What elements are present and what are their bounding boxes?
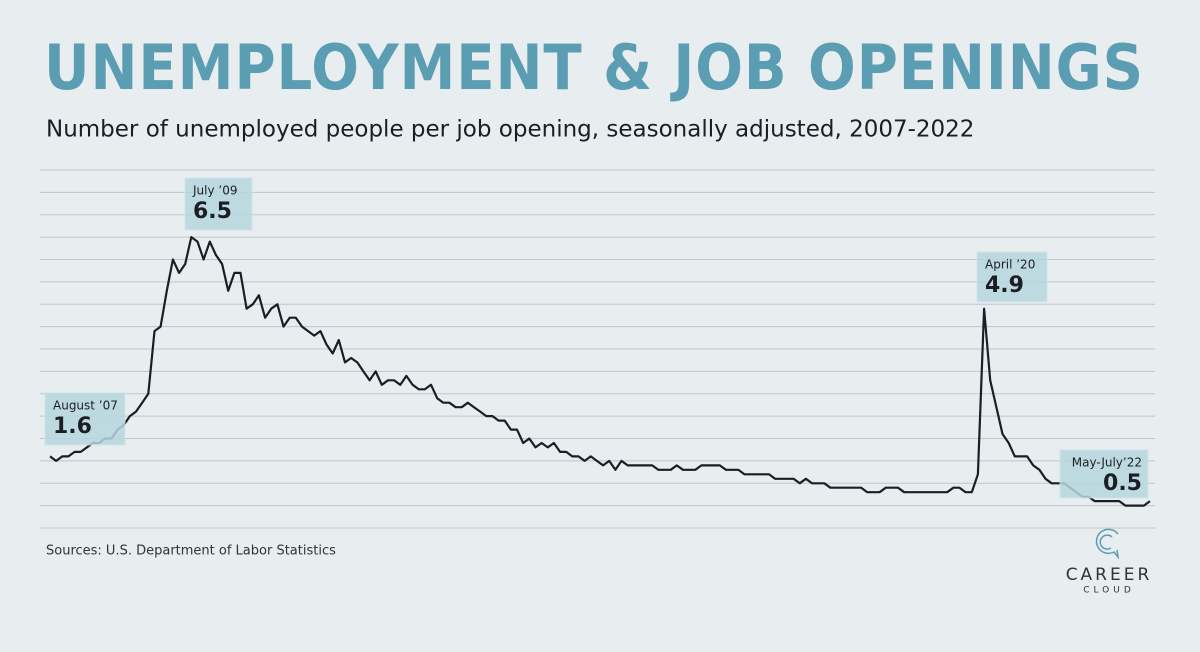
annotation-value: 1.6 <box>53 414 92 439</box>
logo-icon <box>1095 528 1120 560</box>
annotation-value: 6.5 <box>193 199 232 224</box>
annotation: July ’096.5 <box>184 177 253 231</box>
annotation-label: May-July’22 <box>1072 456 1142 470</box>
logo: CAREER CLOUD <box>1066 528 1153 596</box>
annotation-label: August ’07 <box>53 399 118 413</box>
annotation-box <box>1059 449 1149 499</box>
annotation: April ’204.9 <box>976 251 1048 303</box>
annotation: August ’071.6 <box>44 392 126 446</box>
annotation-box <box>184 177 253 231</box>
logo-name: CAREER <box>1066 565 1153 585</box>
chart-subtitle: Number of unemployed people per job open… <box>46 117 974 143</box>
chart-title: UNEMPLOYMENT & JOB OPENINGS <box>44 31 1144 104</box>
annotation-label: July ’09 <box>192 184 237 198</box>
annotation: May-July’220.5 <box>1059 449 1149 499</box>
data-line <box>49 236 1151 507</box>
annotation-label: April ’20 <box>985 258 1035 272</box>
logo-sub: CLOUD <box>1083 586 1135 596</box>
annotation-box <box>976 251 1048 303</box>
annotation-value: 4.9 <box>985 273 1024 298</box>
annotation-value: 0.5 <box>1103 471 1142 496</box>
annotation-box <box>44 392 126 446</box>
source: Sources: U.S. Department of Labor Statis… <box>46 544 336 559</box>
